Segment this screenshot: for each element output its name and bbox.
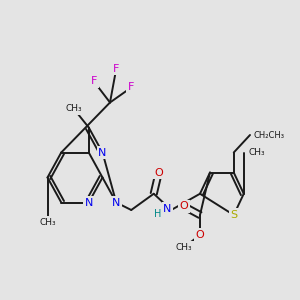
Text: CH₃: CH₃ — [249, 148, 266, 157]
Text: F: F — [113, 64, 119, 74]
Text: O: O — [196, 230, 204, 240]
Text: CH₃: CH₃ — [176, 243, 192, 252]
Text: N: N — [163, 204, 172, 214]
Text: CH₃: CH₃ — [39, 218, 56, 227]
Text: CH₂CH₃: CH₂CH₃ — [254, 130, 285, 140]
Text: CH₃: CH₃ — [65, 104, 82, 113]
Text: O: O — [179, 201, 188, 211]
Text: F: F — [128, 82, 134, 92]
Text: N: N — [98, 148, 107, 158]
Text: S: S — [230, 210, 237, 220]
Text: N: N — [85, 197, 93, 208]
Text: F: F — [91, 76, 97, 86]
Text: H: H — [154, 209, 161, 219]
Text: O: O — [154, 167, 163, 178]
Text: N: N — [112, 197, 120, 208]
